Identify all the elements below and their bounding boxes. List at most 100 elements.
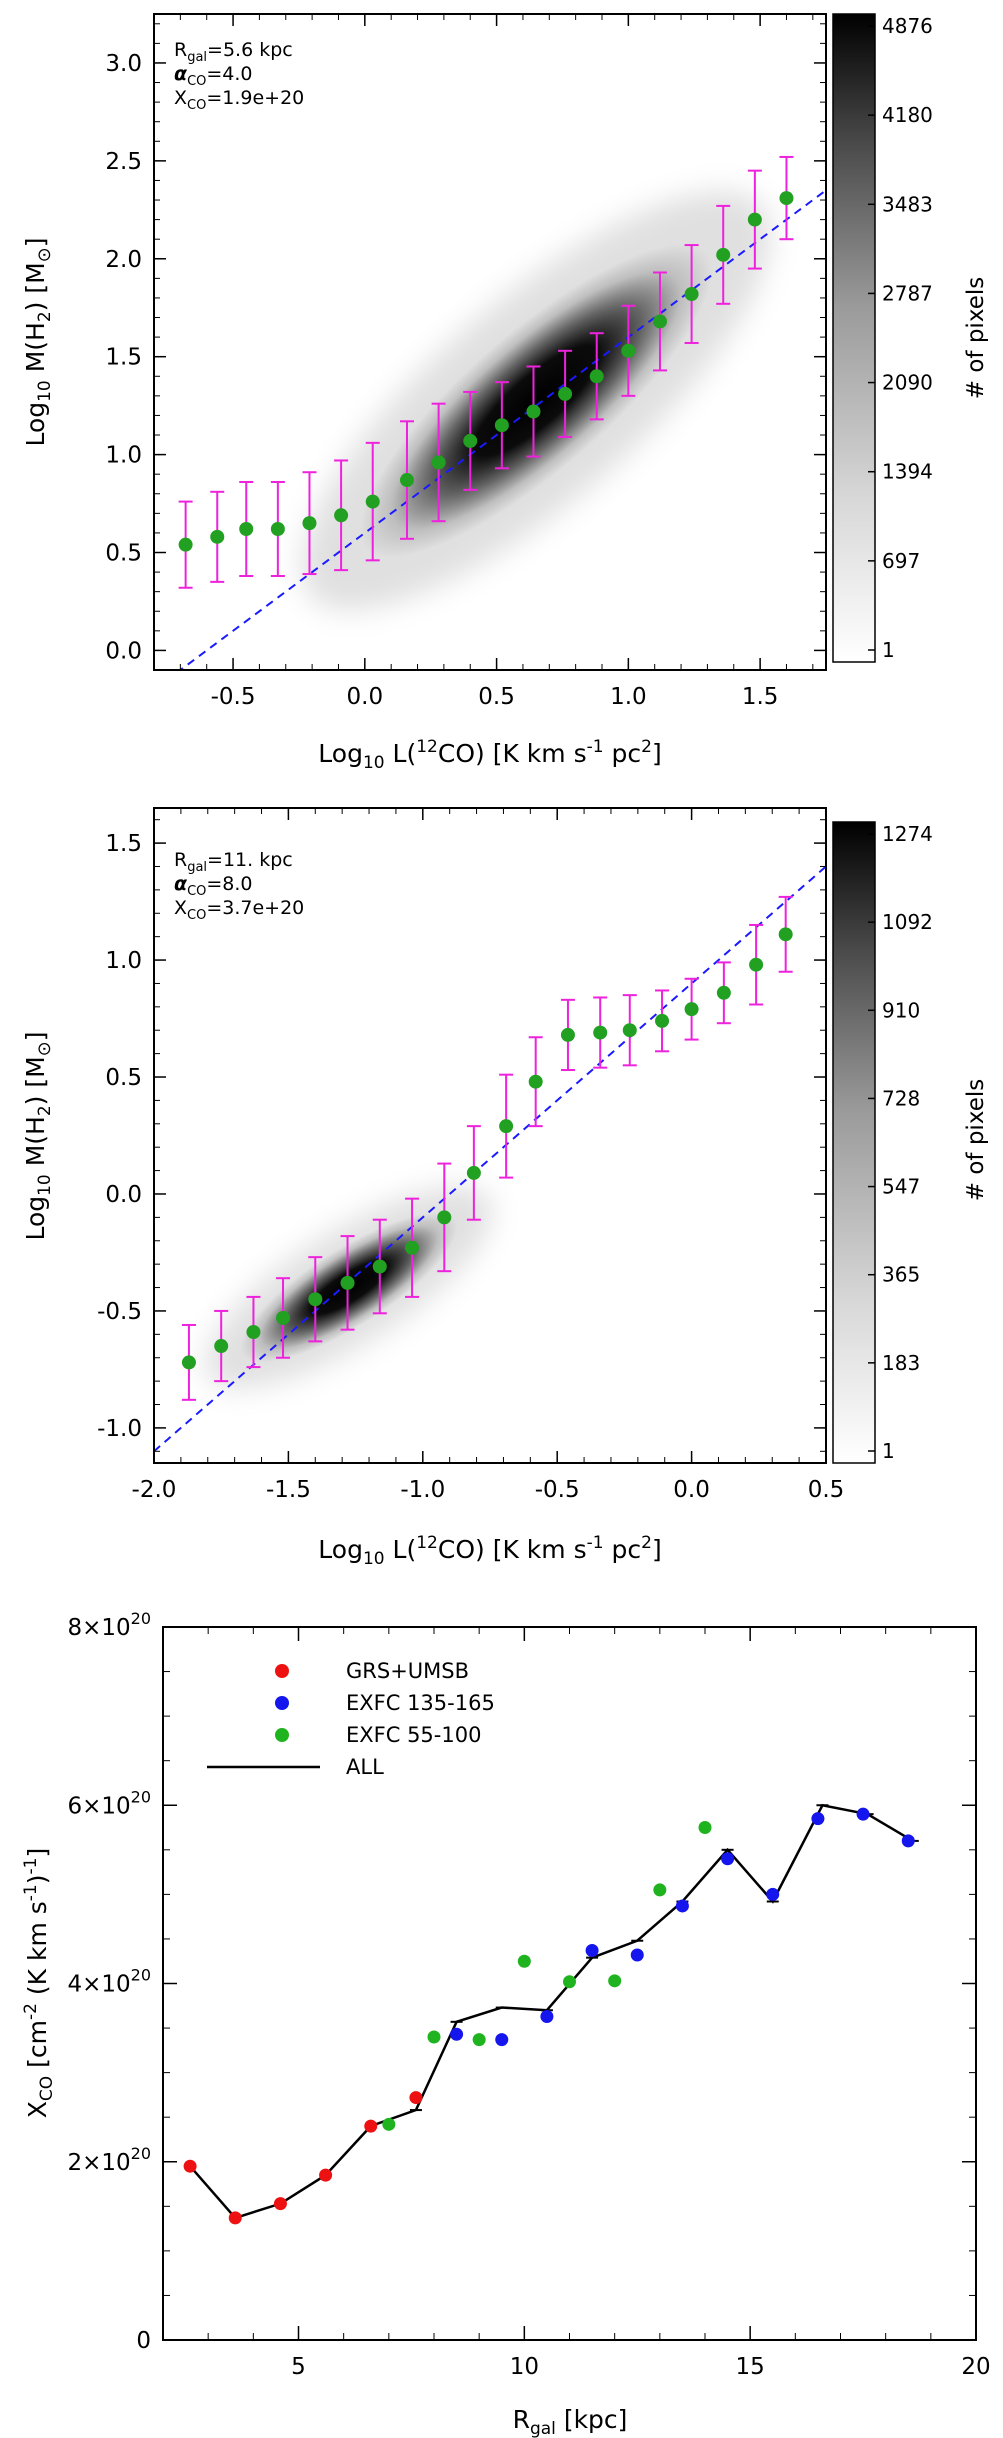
data-point <box>655 1013 670 1028</box>
data-point <box>778 927 793 942</box>
colorbar-label: # of pixels <box>963 277 989 399</box>
data-point <box>622 1023 637 1038</box>
y-tick-label: -1.0 <box>97 1416 142 1442</box>
fit-line-dashed <box>154 865 826 1453</box>
svg-text:Rgal=11. kpc: Rgal=11. kpc <box>174 849 293 875</box>
colorbar-label: # of pixels <box>963 1079 989 1201</box>
x-tick-label: 0.0 <box>673 1477 710 1503</box>
svg-text:αCO=8.0: αCO=8.0 <box>174 873 253 899</box>
colorbar-tick-label: 910 <box>882 998 920 1022</box>
data-point <box>585 1944 599 1958</box>
y-tick-label: 6×1020 <box>67 1787 151 1819</box>
annotation-xco: =3.7e+20 <box>206 897 304 919</box>
y-tick-label: 2.0 <box>105 247 142 273</box>
data-point <box>210 529 225 544</box>
data-point <box>494 418 509 433</box>
fit-line-dashed <box>178 189 826 670</box>
data-point <box>652 314 667 329</box>
x-tick-label: 0.5 <box>808 1477 845 1503</box>
y-tick-label: 1.0 <box>105 948 142 974</box>
fit-line <box>178 189 826 670</box>
legend-marker <box>275 1696 289 1710</box>
data-point <box>405 1240 420 1255</box>
x-axis-label: Log10 L(12CO) [K km s-1 pc2] <box>318 1533 661 1569</box>
data-point <box>372 1259 387 1274</box>
data-point <box>779 191 794 206</box>
data-point <box>526 404 541 419</box>
colorbar: 1274 1092 910 728 547 365 183 1 # of pixels <box>832 821 989 1464</box>
y-axis-label: Log10 M(H2) [M⊙] <box>21 237 55 446</box>
x-tick-label: 5 <box>291 2354 306 2380</box>
y-tick-label: -0.5 <box>97 1299 142 1325</box>
data-point <box>431 455 446 470</box>
x-tick-label: 20 <box>961 2354 990 2380</box>
y-axis-label: XCO [cm-2 (K km s-1)-1] <box>21 1848 57 2118</box>
y-tick-label: 1.5 <box>105 831 142 857</box>
data-point <box>589 369 604 384</box>
annotation: Rgal=11. kpc αCO=8.0 XCO=3.7e+20 <box>174 849 304 923</box>
x-tick-label: 0.5 <box>478 684 515 710</box>
data-point <box>608 1974 622 1988</box>
colorbar-tick-label: 1 <box>882 1439 895 1463</box>
data-point <box>560 1027 575 1042</box>
y-axis: -1.0 -0.5 0.0 0.5 1.0 1.5 <box>97 819 826 1452</box>
x-tick-label: -2.0 <box>132 1477 177 1503</box>
data-point <box>630 1948 644 1962</box>
data-point <box>427 2030 441 2044</box>
data-point <box>495 2033 509 2047</box>
colorbar-tick-label: 3483 <box>882 192 933 216</box>
colorbar-tick-label: 1092 <box>882 910 933 934</box>
data-point <box>214 1339 229 1354</box>
data-point <box>901 1834 915 1848</box>
panel-top: -0.5 0.0 0.5 1.0 1.5 0.0 0.5 1.0 1.5 2.0 2.5 3.0 R… <box>21 13 989 773</box>
data-point <box>340 1275 355 1290</box>
legend-marker <box>275 1728 289 1742</box>
data-point <box>811 1812 825 1826</box>
data-point <box>593 1025 608 1040</box>
y-tick-label: 0.5 <box>105 541 142 567</box>
y-tick-label: 1.5 <box>105 345 142 371</box>
data-point <box>273 2197 287 2211</box>
svg-text:Log10 M(H2) [M⊙]: Log10 M(H2) [M⊙] <box>21 1031 55 1240</box>
svg-text:Rgal=5.6 kpc: Rgal=5.6 kpc <box>174 39 293 65</box>
svg-text:XCO=1.9e+20: XCO=1.9e+20 <box>174 87 304 113</box>
legend: GRS+UMSB EXFC 135-165 EXFC 55-100 ALL <box>207 1659 495 1779</box>
legend-label: GRS+UMSB <box>346 1659 469 1683</box>
density-core <box>359 243 713 558</box>
data-point <box>437 1210 452 1225</box>
y-tick-label: 1.0 <box>105 443 142 469</box>
data-point <box>308 1292 323 1307</box>
svg-text:Rgal [kpc]: Rgal [kpc] <box>513 2405 628 2438</box>
data-point <box>716 985 731 1000</box>
legend-label: ALL <box>346 1755 384 1779</box>
x-tick-label: 1.0 <box>610 684 647 710</box>
colorbar-tick-label: 1394 <box>882 460 933 484</box>
annotation-rgal: =5.6 kpc <box>207 39 293 61</box>
fit-line <box>154 865 826 1453</box>
colorbar-tick-label: 1274 <box>882 822 933 846</box>
y-tick-label: 4×1020 <box>67 1966 151 1998</box>
data-point <box>181 1355 196 1370</box>
data-point <box>499 1119 514 1134</box>
x-tick-label: -0.5 <box>211 684 256 710</box>
data-point <box>319 2168 333 2182</box>
colorbar-tick-label: 2090 <box>882 371 933 395</box>
data-point <box>684 1002 699 1017</box>
y-tick-label: 0 <box>136 2328 151 2354</box>
y-axis: 0.0 0.5 1.0 1.5 2.0 2.5 3.0 <box>105 23 826 671</box>
density-map <box>301 191 771 611</box>
legend-label: EXFC 55-100 <box>346 1723 481 1747</box>
x-axis: -0.5 0.0 0.5 1.0 1.5 <box>153 14 814 710</box>
x-axis: -2.0 -1.5 -1.0 -0.5 0.0 0.5 <box>132 808 845 1503</box>
y-axis: 0 2×1020 4×1020 6×1020 8×1020 <box>67 1609 976 2354</box>
data-point <box>399 473 414 488</box>
y-tick-label: 0.0 <box>105 1182 142 1208</box>
all-line <box>189 1803 914 2220</box>
legend-label: EXFC 135-165 <box>346 1691 495 1715</box>
data-point <box>558 386 573 401</box>
data-point <box>653 1883 667 1897</box>
data-point <box>472 2033 486 2047</box>
y-tick-label: 2.5 <box>105 149 142 175</box>
annotation-alpha: =4.0 <box>206 63 252 85</box>
data-point <box>463 433 478 448</box>
